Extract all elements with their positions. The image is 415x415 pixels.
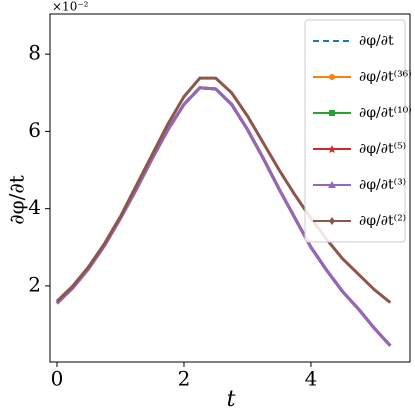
y-tick-label: 2: [28, 272, 41, 296]
x-tick-label: 0: [51, 367, 64, 391]
legend-label: ∂φ/∂t⁽³⁾: [359, 177, 406, 193]
legend-label: ∂φ/∂t⁽⁵⁾: [359, 141, 406, 157]
x-tick-label: 4: [305, 367, 318, 391]
legend-marker: [329, 74, 335, 80]
y-axis-label: ∂φ/∂t: [5, 175, 29, 224]
legend-label: ∂φ/∂t⁽¹⁰⁾: [359, 105, 412, 121]
x-tick-label: 2: [178, 367, 191, 391]
line: [55, 76, 392, 304]
y-tick-label: 6: [28, 118, 41, 142]
x-axis-label: t: [227, 387, 236, 412]
legend-marker: [328, 145, 336, 153]
y-offset-label: ×10⁻²: [52, 0, 89, 14]
legend-marker: [329, 217, 335, 225]
legend-marker: [328, 181, 336, 188]
legend-label: ∂φ/∂t⁽³⁶⁾: [359, 69, 412, 85]
plot-frame: [49, 13, 411, 363]
legend-box: [304, 19, 406, 243]
legend-marker: [329, 110, 335, 116]
y-tick-label: 4: [28, 195, 41, 219]
y-tick-label: 8: [28, 41, 41, 65]
legend-label: ∂φ/∂t: [359, 33, 394, 49]
legend-label: ∂φ/∂t⁽²⁾: [359, 213, 406, 229]
